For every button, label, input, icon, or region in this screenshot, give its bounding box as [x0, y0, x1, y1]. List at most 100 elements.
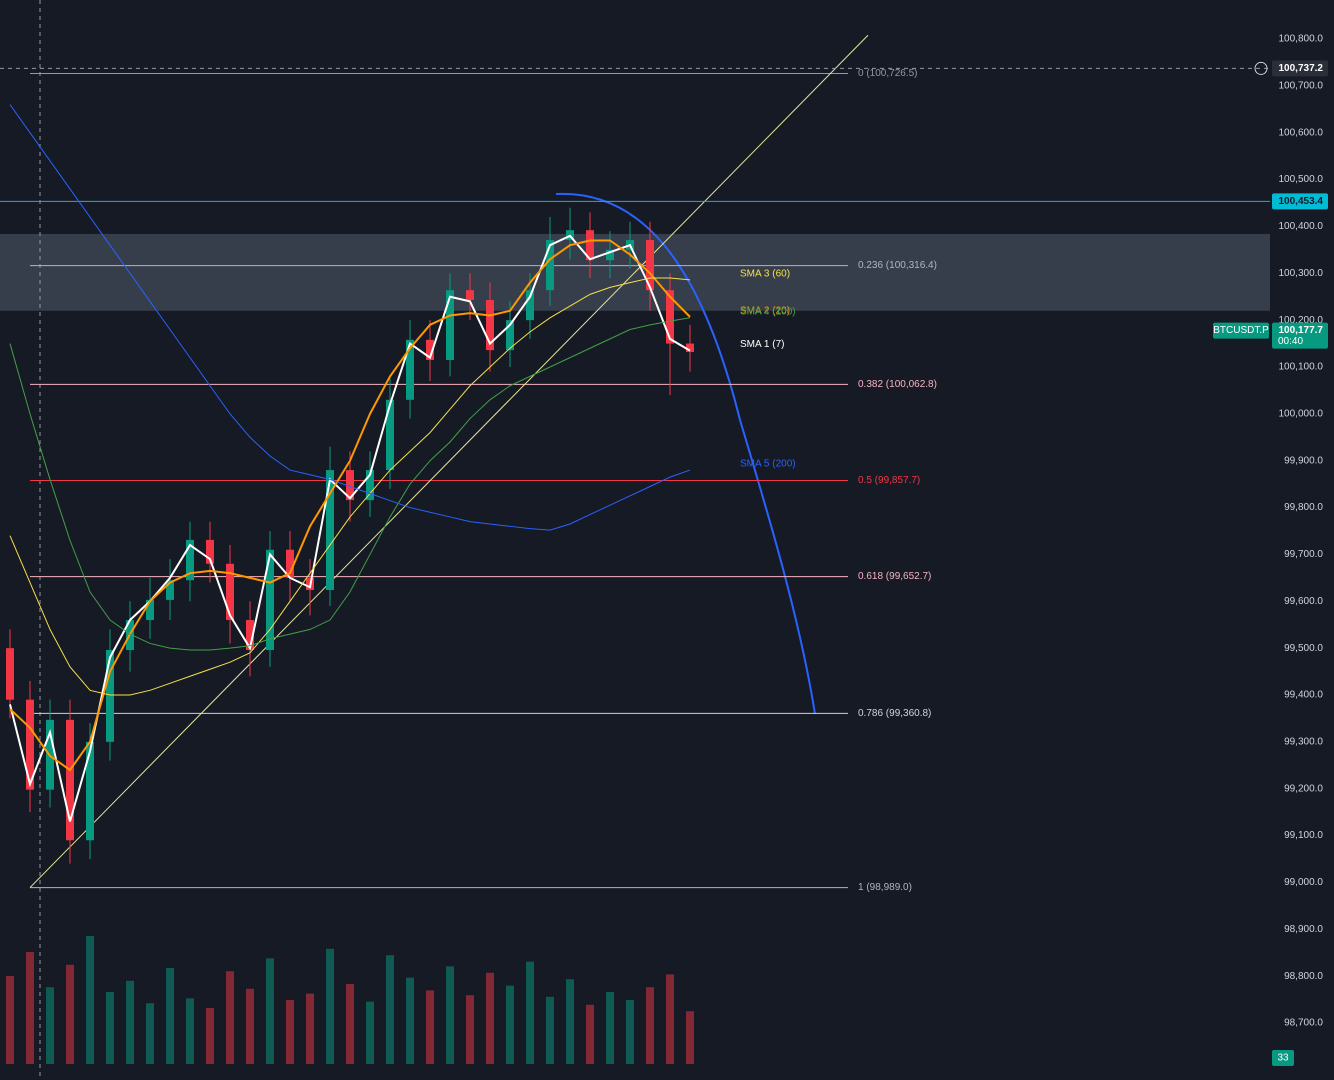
- volume-bar: [146, 1003, 154, 1064]
- volume-bar: [246, 988, 254, 1064]
- candle-body: [66, 719, 74, 841]
- sma-label: SMA 5 (200): [740, 459, 796, 470]
- y-tick-label: 100,300.0: [1279, 268, 1324, 279]
- candle-body: [266, 549, 274, 651]
- y-tick-label: 99,700.0: [1284, 549, 1323, 560]
- candle-body: [186, 539, 194, 581]
- y-tick-label: 100,000.0: [1279, 408, 1324, 419]
- volume-bar: [506, 985, 514, 1064]
- candle-body: [506, 320, 514, 351]
- y-tick-label: 100,600.0: [1279, 127, 1324, 138]
- volume-tag: 33: [1277, 1053, 1289, 1064]
- volume-bar: [686, 1011, 694, 1064]
- volume-bar: [26, 952, 34, 1064]
- y-tick-label: 98,900.0: [1284, 924, 1323, 935]
- y-tick-label: 100,700.0: [1279, 80, 1324, 91]
- y-tick-label: 99,000.0: [1284, 877, 1323, 888]
- volume-bar: [426, 990, 434, 1064]
- candle-body: [546, 240, 554, 291]
- sma-line: [9, 317, 691, 651]
- arc-drawing: [555, 192, 816, 715]
- volume-bar: [206, 1008, 214, 1064]
- y-tick-label: 99,100.0: [1284, 830, 1323, 841]
- fib-label: 0.618 (99,652.7): [858, 571, 931, 582]
- y-tick-label: 99,400.0: [1284, 690, 1323, 701]
- volume-bar: [306, 993, 314, 1064]
- volume-bar: [546, 996, 554, 1064]
- candle-body: [6, 648, 14, 700]
- candle-body: [646, 240, 654, 291]
- sma-label: SMA 4 (100): [740, 306, 796, 317]
- candle-body: [426, 339, 434, 360]
- candle-body: [226, 563, 234, 621]
- volume-bar: [446, 966, 454, 1064]
- symbol-tag: BTCUSDT.P: [1213, 325, 1269, 336]
- y-tick-label: 100,500.0: [1279, 174, 1324, 185]
- candle-body: [386, 399, 394, 471]
- candle-body: [446, 290, 454, 360]
- volume-bar: [266, 958, 274, 1064]
- symbol-tag-bg: [1213, 322, 1269, 339]
- candle-body: [466, 290, 474, 300]
- volume-bar: [6, 976, 14, 1064]
- trendline: [29, 34, 869, 888]
- y-tick-label: 99,800.0: [1284, 502, 1323, 513]
- volume-bar: [346, 984, 354, 1064]
- countdown: 00:40: [1278, 336, 1303, 347]
- fib-label: 0.382 (100,062.8): [858, 379, 937, 390]
- candle-body: [166, 580, 174, 600]
- volume-bar: [666, 974, 674, 1064]
- y-tick-label: 100,800.0: [1279, 34, 1324, 45]
- candle-body: [326, 470, 334, 591]
- volume-bar: [66, 964, 74, 1064]
- candle-body: [246, 620, 254, 651]
- y-tick-label: 98,700.0: [1284, 1018, 1323, 1029]
- fib-label: 1 (98,989.0): [858, 882, 912, 893]
- volume-bar: [126, 980, 134, 1064]
- candle-body: [286, 549, 294, 578]
- candle-body: [106, 650, 114, 742]
- fib-label: 0.236 (100,316.4): [858, 260, 937, 271]
- candle-body: [346, 470, 354, 501]
- last-price: 100,177.7: [1279, 325, 1324, 336]
- sma-line: [9, 277, 691, 696]
- volume-bar: [526, 961, 534, 1064]
- volume-bar: [406, 977, 414, 1064]
- volume-bar: [106, 992, 114, 1064]
- y-tick-label: 100,100.0: [1279, 362, 1324, 373]
- volume-bar: [226, 971, 234, 1064]
- fib-label: 0 (100,726.5): [858, 68, 918, 79]
- y-tick-label: 100,400.0: [1279, 221, 1324, 232]
- sma-label: SMA 3 (60): [740, 268, 790, 279]
- candle-body: [586, 230, 594, 261]
- y-tick-label: 99,500.0: [1284, 643, 1323, 654]
- level-price-bg: [1272, 193, 1328, 210]
- volume-bar: [646, 987, 654, 1064]
- candle-body: [206, 539, 214, 564]
- candle-body: [686, 343, 694, 353]
- volume-bar: [566, 979, 574, 1064]
- volume-bar: [186, 998, 194, 1064]
- candle-body: [406, 339, 414, 400]
- volume-bar: [606, 992, 614, 1064]
- sma-label: SMA 2 (20): [740, 306, 790, 317]
- y-tick-label: 99,600.0: [1284, 596, 1323, 607]
- volume-bar: [486, 972, 494, 1064]
- y-tick-label: 99,900.0: [1284, 455, 1323, 466]
- fib-label: 0.5 (99,857.7): [858, 475, 920, 486]
- volume-bar: [286, 1000, 294, 1064]
- volume-bar: [86, 936, 94, 1064]
- y-tick-label: 99,300.0: [1284, 736, 1323, 747]
- volume-bar: [586, 1004, 594, 1064]
- level-price: 100,453.4: [1279, 196, 1324, 207]
- candle-body: [606, 249, 614, 261]
- volume-bar: [366, 1001, 374, 1064]
- crosshair-price-bg: [1272, 60, 1328, 77]
- candle-body: [86, 741, 94, 841]
- volume-bar: [466, 995, 474, 1064]
- crosshair-price: 100,737.2: [1279, 63, 1324, 74]
- volume-tag-bg: [1272, 1050, 1294, 1066]
- volume-bar: [46, 987, 54, 1064]
- fib-label: 0.786 (99,360.8): [858, 708, 931, 719]
